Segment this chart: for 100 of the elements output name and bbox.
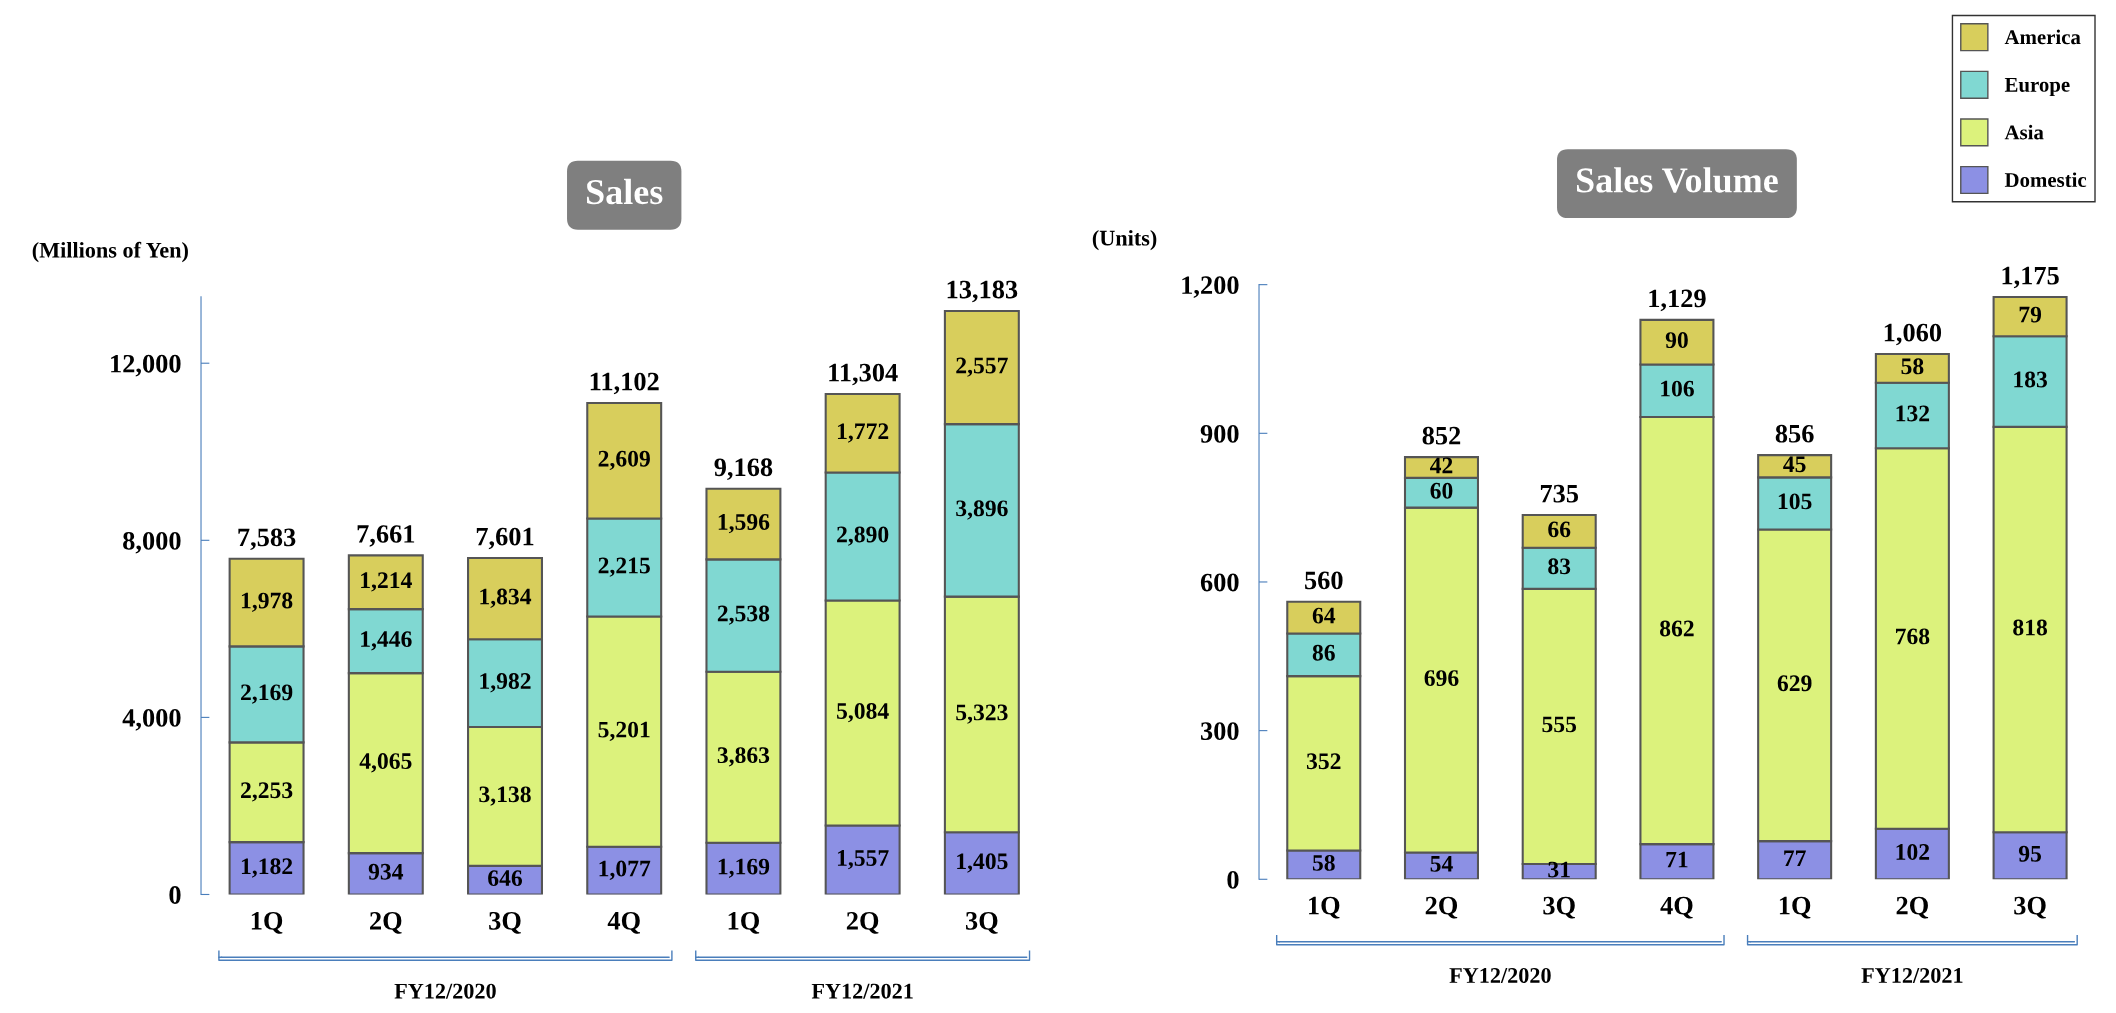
legend-label: Domestic [2004, 172, 2087, 188]
x-tick-label: 4Q [1660, 896, 1693, 919]
data-label: 31 [1548, 861, 1570, 878]
data-label: 66 [1548, 521, 1571, 538]
data-label: 2,169 [241, 684, 293, 704]
data-label: 106 [1661, 380, 1694, 397]
text: FY12/2021 [811, 983, 913, 999]
text: FY12/2020 [394, 983, 496, 999]
data-label: 1,557 [837, 850, 889, 870]
total-label: 9,168 [714, 458, 773, 480]
data-label: 768 [1896, 628, 1930, 645]
data-label: 1,182 [241, 858, 293, 878]
total-label: 11,304 [829, 363, 898, 386]
data-label: 629 [1777, 675, 1812, 692]
x-tick-label: 1Q [1309, 896, 1340, 919]
data-label: 3,896 [956, 500, 1008, 520]
data-label: 95 [2018, 845, 2042, 862]
data-label: 1,772 [837, 423, 889, 443]
data-label: 42 [1430, 457, 1453, 474]
data-label: 1,982 [480, 673, 531, 693]
total-label: 1,175 [2002, 266, 2059, 289]
data-label: 2,557 [956, 357, 1008, 377]
data-label: 1,834 [480, 588, 532, 608]
x-tick-label: 1Q [1779, 896, 1811, 919]
data-label: 58 [1901, 358, 1924, 375]
data-label: 5,323 [956, 704, 1008, 724]
y-tick-label: 1,200 [1182, 276, 1239, 298]
total-label: 1,129 [1649, 289, 1706, 312]
data-label: 183 [2014, 371, 2047, 388]
data-label: 1,446 [361, 631, 412, 651]
legend-label: Europe [2004, 77, 2070, 97]
total-label: 7,601 [476, 527, 534, 550]
total-label: 735 [1540, 484, 1579, 503]
x-tick-label: 1Q [251, 911, 283, 934]
data-label: 71 [1666, 851, 1688, 868]
data-label: 2,538 [717, 605, 770, 625]
data-label: 1,169 [718, 858, 770, 878]
total-label: 852 [1422, 426, 1461, 445]
data-label: 64 [1312, 607, 1336, 624]
data-label: 86 [1312, 644, 1335, 661]
y-axis-title: (Millions of Yen) [32, 241, 188, 263]
data-label: 1,978 [241, 592, 293, 612]
chart-title: Sales [587, 178, 663, 205]
data-label: 105 [1778, 493, 1812, 510]
x-tick-label: 1Q [728, 911, 760, 934]
legend-label: America [2004, 29, 2081, 45]
data-label: 2,215 [598, 557, 650, 577]
data-label: 3,138 [479, 786, 531, 806]
x-tick-label: 2Q [1425, 896, 1458, 919]
data-label: 5,201 [598, 721, 650, 741]
total-label: 11,102 [590, 372, 659, 395]
y-tick-label: 300 [1200, 722, 1239, 741]
data-label: 862 [1660, 620, 1694, 637]
data-label: 45 [1783, 456, 1806, 473]
text: FY12/2021 [1861, 967, 1963, 983]
data-label: 1,596 [718, 514, 770, 534]
y-tick-label: 900 [1200, 424, 1239, 443]
data-label: 1,405 [957, 853, 1008, 873]
x-tick-label: 3Q [965, 911, 998, 934]
data-label: 934 [368, 863, 404, 880]
x-tick-label: 3Q [1543, 896, 1575, 919]
total-label: 856 [1775, 424, 1814, 443]
data-label: 2,890 [837, 526, 889, 546]
data-label: 2,253 [241, 782, 293, 802]
data-label: 818 [2013, 619, 2048, 636]
y-tick-label: 0 [1227, 870, 1239, 889]
data-label: 646 [488, 870, 523, 887]
data-label: 352 [1306, 753, 1341, 770]
data-label: 79 [2019, 306, 2042, 323]
x-tick-label: 2Q [370, 911, 402, 934]
data-label: 2,609 [598, 450, 650, 471]
x-tick-label: 3Q [2014, 896, 2046, 919]
data-label: 90 [1665, 332, 1688, 349]
data-label: 5,084 [837, 702, 889, 723]
data-label: 555 [1542, 716, 1577, 733]
total-label: 13,183 [947, 280, 1018, 303]
data-label: 696 [1424, 670, 1459, 686]
x-tick-label: 3Q [489, 911, 521, 934]
data-label: 1,077 [599, 860, 651, 880]
data-label: 1,214 [361, 572, 412, 592]
y-tick-label: 12,000 [111, 354, 181, 377]
data-label: 77 [1784, 850, 1806, 866]
data-label: 83 [1548, 558, 1571, 575]
y-tick-label: 8,000 [123, 531, 181, 554]
data-label: 60 [1430, 482, 1453, 499]
chart-title: Sales Volume [1577, 167, 1778, 193]
x-tick-label: 2Q [1896, 896, 1929, 919]
total-label: 1,060 [1884, 323, 1942, 346]
y-tick-label: 600 [1200, 573, 1239, 592]
data-label: 132 [1896, 405, 1930, 422]
legend-label: Asia [2004, 124, 2044, 140]
data-label: 102 [1896, 843, 1930, 860]
data-label: 58 [1312, 854, 1335, 871]
x-tick-label: 4Q [607, 911, 640, 934]
data-label: 3,863 [717, 747, 770, 767]
total-label: 7,583 [238, 528, 296, 551]
y-axis-title: (Units) [1092, 229, 1157, 251]
total-label: 560 [1305, 571, 1343, 590]
total-label: 7,661 [357, 525, 415, 547]
x-tick-label: 2Q [846, 911, 879, 934]
